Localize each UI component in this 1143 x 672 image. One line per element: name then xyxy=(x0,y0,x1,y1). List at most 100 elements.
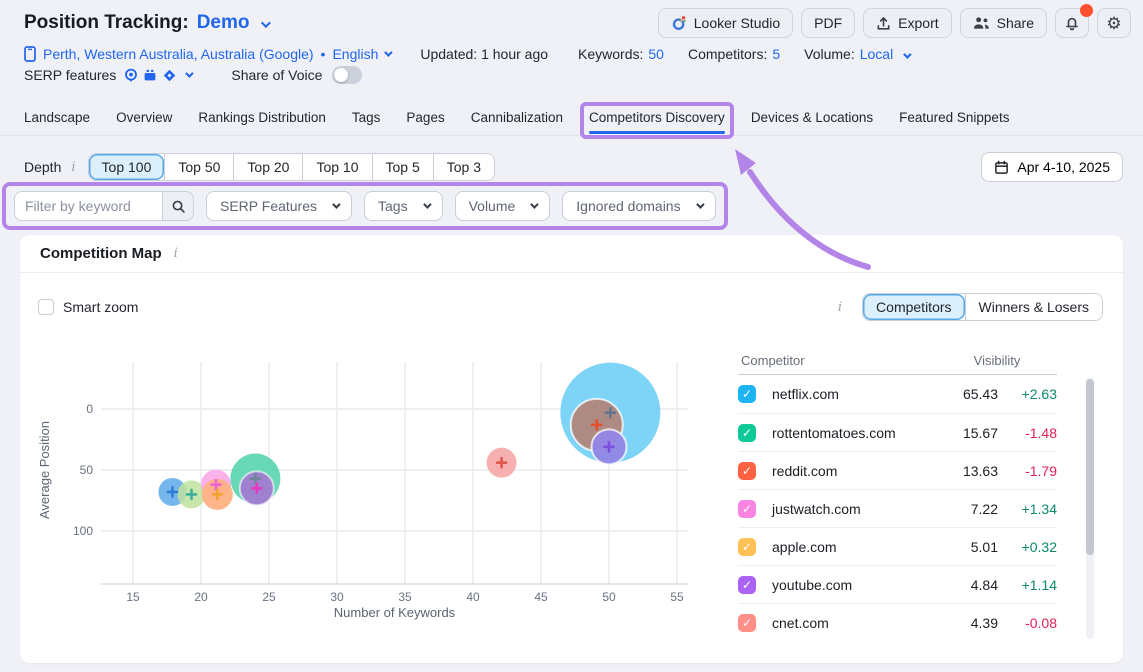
volume-selector[interactable]: Volume: Local xyxy=(804,46,912,62)
tab-devices-locations[interactable]: Devices & Locations xyxy=(750,110,874,125)
gear-icon: ⚙ xyxy=(1106,13,1122,33)
depth-option-top-3[interactable]: Top 3 xyxy=(432,154,494,180)
filter-dropdown-tags[interactable]: Tags xyxy=(364,191,443,221)
table-row-netflix-com[interactable]: ✓ netflix.com 65.43 +2.63 xyxy=(738,375,1057,413)
svg-text:20: 20 xyxy=(194,590,208,604)
competitor-checkbox[interactable]: ✓ xyxy=(738,575,756,594)
competitor-checkbox[interactable]: ✓ xyxy=(738,537,756,556)
info-icon[interactable]: i xyxy=(173,246,178,261)
competitor-domain: rottentomatoes.com xyxy=(772,424,896,441)
controls-row: Depth i Top 100 Top 50 Top 20 Top 10 Top 5 To… xyxy=(24,151,1123,183)
table-row-rottentomatoes-com[interactable]: ✓ rottentomatoes.com 15.67 -1.48 xyxy=(738,413,1057,451)
view-segmented-control: Competitors Winners & Losers xyxy=(862,293,1103,321)
tab-rankings-distribution[interactable]: Rankings Distribution xyxy=(198,110,326,125)
competitor-checkbox[interactable]: ✓ xyxy=(738,499,756,518)
tab-competitors-discovery[interactable]: Competitors Discovery xyxy=(580,102,734,139)
visibility-diff: +1.34 xyxy=(1021,500,1057,517)
bubble-center-cross xyxy=(249,472,262,485)
search-icon xyxy=(172,200,185,213)
table-row-justwatch-com[interactable]: ✓ justwatch.com 7.22 +1.34 xyxy=(738,489,1057,527)
view-option-competitors[interactable]: Competitors xyxy=(863,294,965,320)
toggle-knob xyxy=(334,68,349,82)
share-button[interactable]: Share xyxy=(959,8,1047,38)
competitor-column-header: Competitor xyxy=(741,353,805,368)
visibility-value: 4.39 xyxy=(970,614,998,631)
title-row: Position Tracking: Demo Looker Studio PD… xyxy=(24,4,1131,40)
table-scrollbar-thumb[interactable] xyxy=(1086,379,1094,555)
table-row-reddit-com[interactable]: ✓ reddit.com 13.63 -1.79 xyxy=(738,451,1057,489)
keywords-stat: Keywords: 50 xyxy=(578,46,664,62)
table-row-cnet-com[interactable]: ✓ cnet.com 4.39 -0.08 xyxy=(738,603,1057,641)
y-axis-label: Average Position xyxy=(37,421,52,519)
keyword-filter-input[interactable] xyxy=(14,191,162,221)
share-of-voice-label: Share of Voice xyxy=(231,67,323,83)
language-selector[interactable]: English xyxy=(332,46,394,62)
competitor-checkbox[interactable]: ✓ xyxy=(738,613,756,632)
project-selector[interactable]: Demo xyxy=(197,12,271,34)
competitor-checkbox[interactable]: ✓ xyxy=(738,385,756,403)
date-range-button[interactable]: Apr 4-10, 2025 xyxy=(981,152,1123,182)
visibility-value: 65.43 xyxy=(962,386,998,402)
competitors-value[interactable]: 5 xyxy=(772,46,781,62)
chevron-down-icon xyxy=(903,50,912,59)
meta-row: Perth, Western Australia, Australia (Goo… xyxy=(24,44,912,64)
competitor-domain: justwatch.com xyxy=(772,500,861,517)
local-pack-icon xyxy=(144,69,156,81)
filter-row-highlight: SERP Features Tags Volume Ignored domains xyxy=(2,182,728,230)
search-button[interactable] xyxy=(162,191,194,221)
tab-cannibalization[interactable]: Cannibalization xyxy=(470,110,564,125)
keywords-label: Keywords: xyxy=(578,46,644,62)
keywords-value[interactable]: 50 xyxy=(648,46,664,62)
smart-zoom-checkbox[interactable]: Smart zoom xyxy=(38,299,138,315)
depth-option-top-10[interactable]: Top 10 xyxy=(302,154,372,180)
tab-landscape[interactable]: Landscape xyxy=(24,110,91,125)
depth-option-top-20[interactable]: Top 20 xyxy=(233,154,303,180)
serp-features-selector[interactable] xyxy=(124,68,195,83)
x-axis-label: Number of Keywords xyxy=(334,605,456,620)
export-icon xyxy=(877,16,890,30)
info-icon[interactable]: i xyxy=(71,159,76,175)
tab-pages[interactable]: Pages xyxy=(406,110,445,125)
share-of-voice-toggle[interactable] xyxy=(332,66,363,84)
competitor-domain: netflix.com xyxy=(772,386,839,402)
notifications-button[interactable] xyxy=(1055,4,1093,38)
depth-option-top-5[interactable]: Top 5 xyxy=(371,154,433,180)
competitor-checkbox[interactable]: ✓ xyxy=(738,423,756,442)
export-button[interactable]: Export xyxy=(863,8,952,38)
location-link[interactable]: Perth, Western Australia, Australia (Goo… xyxy=(43,46,314,62)
filter-dropdown-volume[interactable]: Volume xyxy=(454,191,551,221)
bubble-center-cross xyxy=(185,488,198,501)
svg-text:25: 25 xyxy=(262,590,276,604)
depth-option-top-50[interactable]: Top 50 xyxy=(164,154,234,180)
pdf-label: PDF xyxy=(814,15,843,31)
export-label: Export xyxy=(898,15,939,31)
title-actions: Looker Studio PDF Export Share xyxy=(657,4,1131,38)
depth-option-top-100[interactable]: Top 100 xyxy=(88,154,165,180)
info-icon[interactable]: i xyxy=(837,299,843,315)
view-option-winners-losers[interactable]: Winners & Losers xyxy=(964,294,1102,320)
bubble-center-cross xyxy=(210,478,222,491)
table-scrollbar-track[interactable] xyxy=(1086,377,1094,639)
settings-button[interactable]: ⚙ xyxy=(1097,8,1131,38)
pdf-button[interactable]: PDF xyxy=(801,8,856,38)
tab-overview[interactable]: Overview xyxy=(116,110,173,125)
svg-text:30: 30 xyxy=(330,590,344,604)
volume-label: Volume: xyxy=(804,46,855,62)
chevron-down-icon xyxy=(695,200,705,209)
visibility-diff: -0.08 xyxy=(1025,614,1057,631)
tab-bar: Landscape Overview Rankings Distribution Ta… xyxy=(0,102,1143,139)
table-row-apple-com[interactable]: ✓ apple.com 5.01 +0.32 xyxy=(738,527,1057,565)
visibility-value: 4.84 xyxy=(970,576,998,593)
svg-text:45: 45 xyxy=(534,590,548,604)
table-row-youtube-com[interactable]: ✓ youtube.com 4.84 +1.14 xyxy=(738,565,1057,603)
tab-featured-snippets[interactable]: Featured Snippets xyxy=(899,110,1010,125)
bubble-center-cross xyxy=(250,482,263,495)
filter-dropdown-ignored-domains[interactable]: Ignored domains xyxy=(562,191,716,221)
bubble-center-cross xyxy=(495,456,508,469)
filter-dropdown-serp-features[interactable]: SERP Features xyxy=(206,191,353,221)
looker-studio-button[interactable]: Looker Studio xyxy=(657,8,794,38)
tab-tags[interactable]: Tags xyxy=(351,110,381,125)
competitor-checkbox[interactable]: ✓ xyxy=(738,461,756,480)
visibility-value: 7.22 xyxy=(970,500,998,517)
